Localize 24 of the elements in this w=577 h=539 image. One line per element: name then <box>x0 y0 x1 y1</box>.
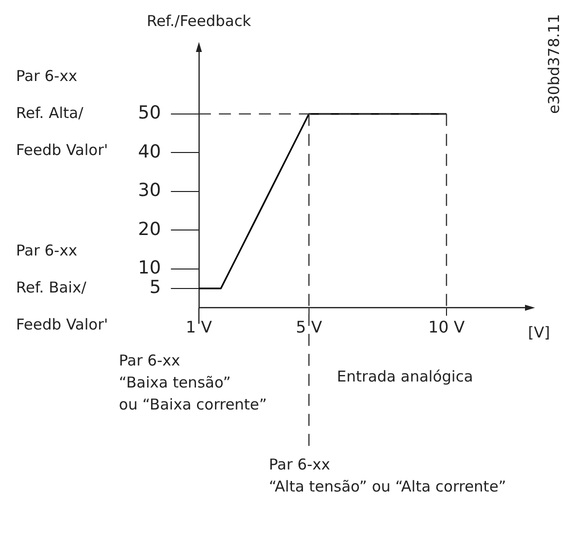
text: Par 6-xx <box>268 456 330 474</box>
text: Ref. Alta/ <box>16 104 84 122</box>
x-tick-label: 10 V <box>428 318 465 337</box>
y-tick-label: 10 <box>138 258 161 279</box>
text: Feedb Valor' <box>16 140 108 159</box>
y-tick-label: 5 <box>149 277 161 298</box>
y-tick-label: 20 <box>138 218 161 240</box>
x-tick-label: 5 V <box>296 318 322 337</box>
text: Par 6-xx <box>16 66 78 85</box>
text: Feedb Valor' <box>16 315 108 334</box>
text: “Baixa tensão” <box>118 374 231 392</box>
x-axis-title: [V] <box>528 324 550 342</box>
text: e30bd378.11 <box>544 14 563 114</box>
text: ou “Baixa corrente” <box>118 396 267 414</box>
text: Par 6-xx <box>16 241 78 260</box>
y-tick-label: 30 <box>138 180 161 202</box>
x-tick-label: 1 V <box>186 318 212 337</box>
text: Par 6-xx <box>118 352 180 370</box>
y-tick-label: 50 <box>138 102 161 124</box>
text: Ref. Baix/ <box>16 278 88 296</box>
text: Entrada analógica <box>336 368 474 386</box>
y-axis-title: Ref./Feedback <box>146 12 252 30</box>
y-tick-label: 40 <box>138 141 161 162</box>
text: “Alta tensão” ou “Alta corrente” <box>268 478 506 496</box>
